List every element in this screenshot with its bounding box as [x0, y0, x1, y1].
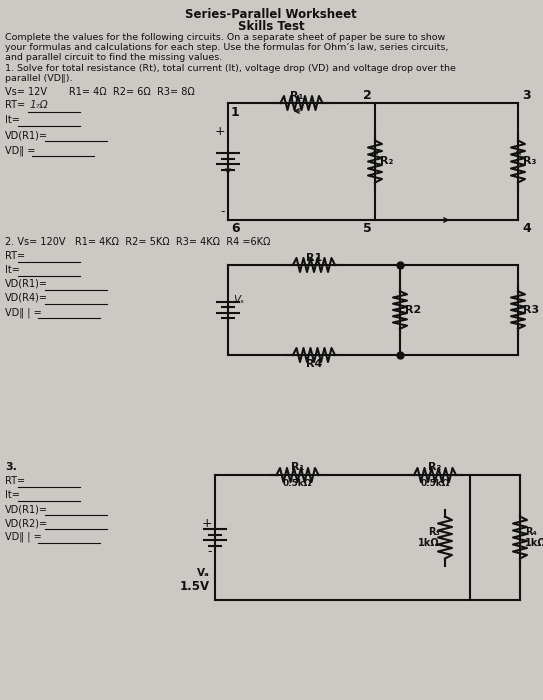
Text: RT=: RT=: [5, 476, 25, 486]
Text: 2. Vs= 120V   R1= 4KΩ  R2= 5KΩ  R3= 4KΩ  R4 =6KΩ: 2. Vs= 120V R1= 4KΩ R2= 5KΩ R3= 4KΩ R4 =…: [5, 237, 270, 247]
Text: 3.: 3.: [5, 462, 17, 472]
Text: R₂: R₂: [380, 157, 393, 167]
Text: R1: R1: [306, 253, 322, 263]
Text: RT=: RT=: [5, 100, 28, 110]
Text: It=: It=: [5, 490, 20, 500]
Text: R₄
1kΩ: R₄ 1kΩ: [525, 526, 543, 548]
Text: VD(R4)=: VD(R4)=: [5, 293, 48, 303]
Text: 0.5kΩ: 0.5kΩ: [283, 479, 312, 488]
Text: Vₐ: Vₐ: [197, 568, 210, 578]
Text: +: +: [214, 125, 225, 138]
Text: R₁: R₁: [290, 91, 303, 101]
Text: VD‖ =: VD‖ =: [5, 145, 35, 155]
Text: R4: R4: [306, 359, 322, 369]
Text: Series-Parallel Worksheet: Series-Parallel Worksheet: [185, 8, 357, 21]
Text: +: +: [201, 517, 212, 530]
Text: Skills Test: Skills Test: [238, 20, 304, 33]
Text: 1.5V: 1.5V: [180, 580, 210, 592]
Text: Vₛ: Vₛ: [233, 295, 244, 305]
Text: -: -: [207, 545, 212, 558]
Text: VD‖ | =: VD‖ | =: [5, 307, 42, 318]
Text: 3: 3: [522, 89, 531, 102]
Text: VD(R1)=: VD(R1)=: [5, 279, 48, 289]
Text: -: -: [220, 206, 225, 218]
Text: R₃
1kΩ: R₃ 1kΩ: [418, 526, 440, 548]
Text: Complete the values for the following circuits. On a separate sheet of paper be : Complete the values for the following ci…: [5, 33, 445, 42]
Text: R3: R3: [523, 305, 539, 315]
Text: VD(R1)=: VD(R1)=: [5, 130, 48, 140]
Text: It=: It=: [5, 115, 20, 125]
Text: parallel (VD‖).: parallel (VD‖).: [5, 74, 73, 83]
Text: R₁: R₁: [291, 462, 304, 472]
Text: 1: 1: [231, 106, 240, 119]
Text: 1₇Ω: 1₇Ω: [30, 100, 49, 110]
Text: VD(R1)=: VD(R1)=: [5, 504, 48, 514]
Text: VD(R2)=: VD(R2)=: [5, 518, 48, 528]
Text: It=: It=: [5, 265, 20, 275]
Text: 2: 2: [363, 89, 372, 102]
Text: RT=: RT=: [5, 251, 25, 261]
Text: 5: 5: [363, 222, 372, 235]
Text: 1. Solve for total resistance (Rt), total current (It), voltage drop (VD) and vo: 1. Solve for total resistance (Rt), tota…: [5, 64, 456, 73]
Text: and parallel circuit to find the missing values.: and parallel circuit to find the missing…: [5, 53, 222, 62]
Text: 0.5kΩ: 0.5kΩ: [420, 479, 450, 488]
Text: R₂: R₂: [428, 462, 441, 472]
Text: your formulas and calculations for each step. Use the formulas for Ohm’s law, se: your formulas and calculations for each …: [5, 43, 449, 52]
Text: 6: 6: [231, 222, 239, 235]
Text: VD‖ | =: VD‖ | =: [5, 532, 42, 542]
Text: R₃: R₃: [523, 157, 536, 167]
Text: R2: R2: [405, 305, 421, 315]
Text: Vs= 12V       R1= 4Ω  R2= 6Ω  R3= 8Ω: Vs= 12V R1= 4Ω R2= 6Ω R3= 8Ω: [5, 87, 195, 97]
Text: 4: 4: [522, 222, 531, 235]
